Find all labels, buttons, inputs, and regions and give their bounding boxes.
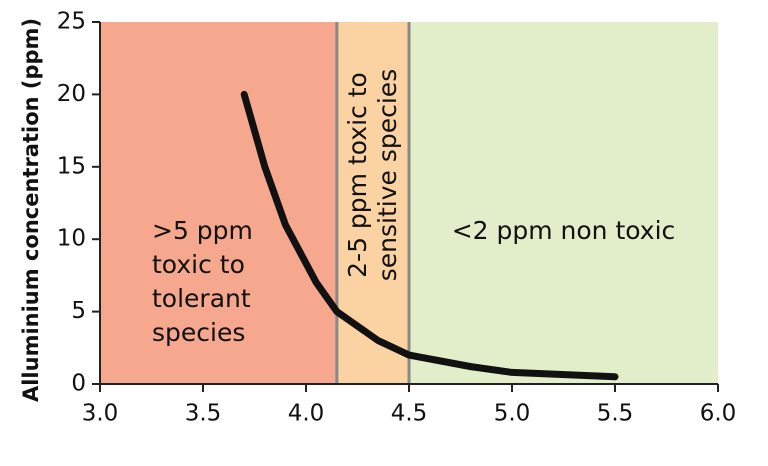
x-tick-label: 4.5 — [391, 401, 428, 427]
x-tick-label: 6.0 — [700, 401, 737, 427]
data-line — [240, 90, 619, 381]
x-tick-label: 3.0 — [82, 401, 119, 427]
y-tick-label: 0 — [71, 371, 86, 397]
x-tick-label: 4.0 — [288, 401, 325, 427]
region — [100, 22, 337, 384]
region-label: >5 ppm — [152, 216, 253, 245]
y-tick-label: 25 — [57, 9, 86, 35]
x-tick-label: 5.5 — [597, 401, 634, 427]
region — [409, 22, 718, 384]
y-axis-label: Alluminium concentration (ppm) — [19, 18, 43, 402]
x-tick-label: 3.5 — [185, 401, 222, 427]
region-label: species — [152, 318, 245, 347]
region-label: tolerant — [152, 284, 251, 313]
y-tick-label: 10 — [57, 226, 86, 252]
region-label: <2 ppm non toxic — [452, 216, 676, 245]
x-tick-label: 5.0 — [494, 401, 531, 427]
region-label: toxic to — [152, 250, 245, 279]
y-tick-label: 5 — [71, 298, 86, 324]
region-label: sensitive species — [373, 69, 402, 281]
y-tick-label: 15 — [57, 153, 86, 179]
region-label: 2-5 ppm toxic to — [343, 72, 372, 278]
y-tick-label: 20 — [57, 81, 86, 107]
